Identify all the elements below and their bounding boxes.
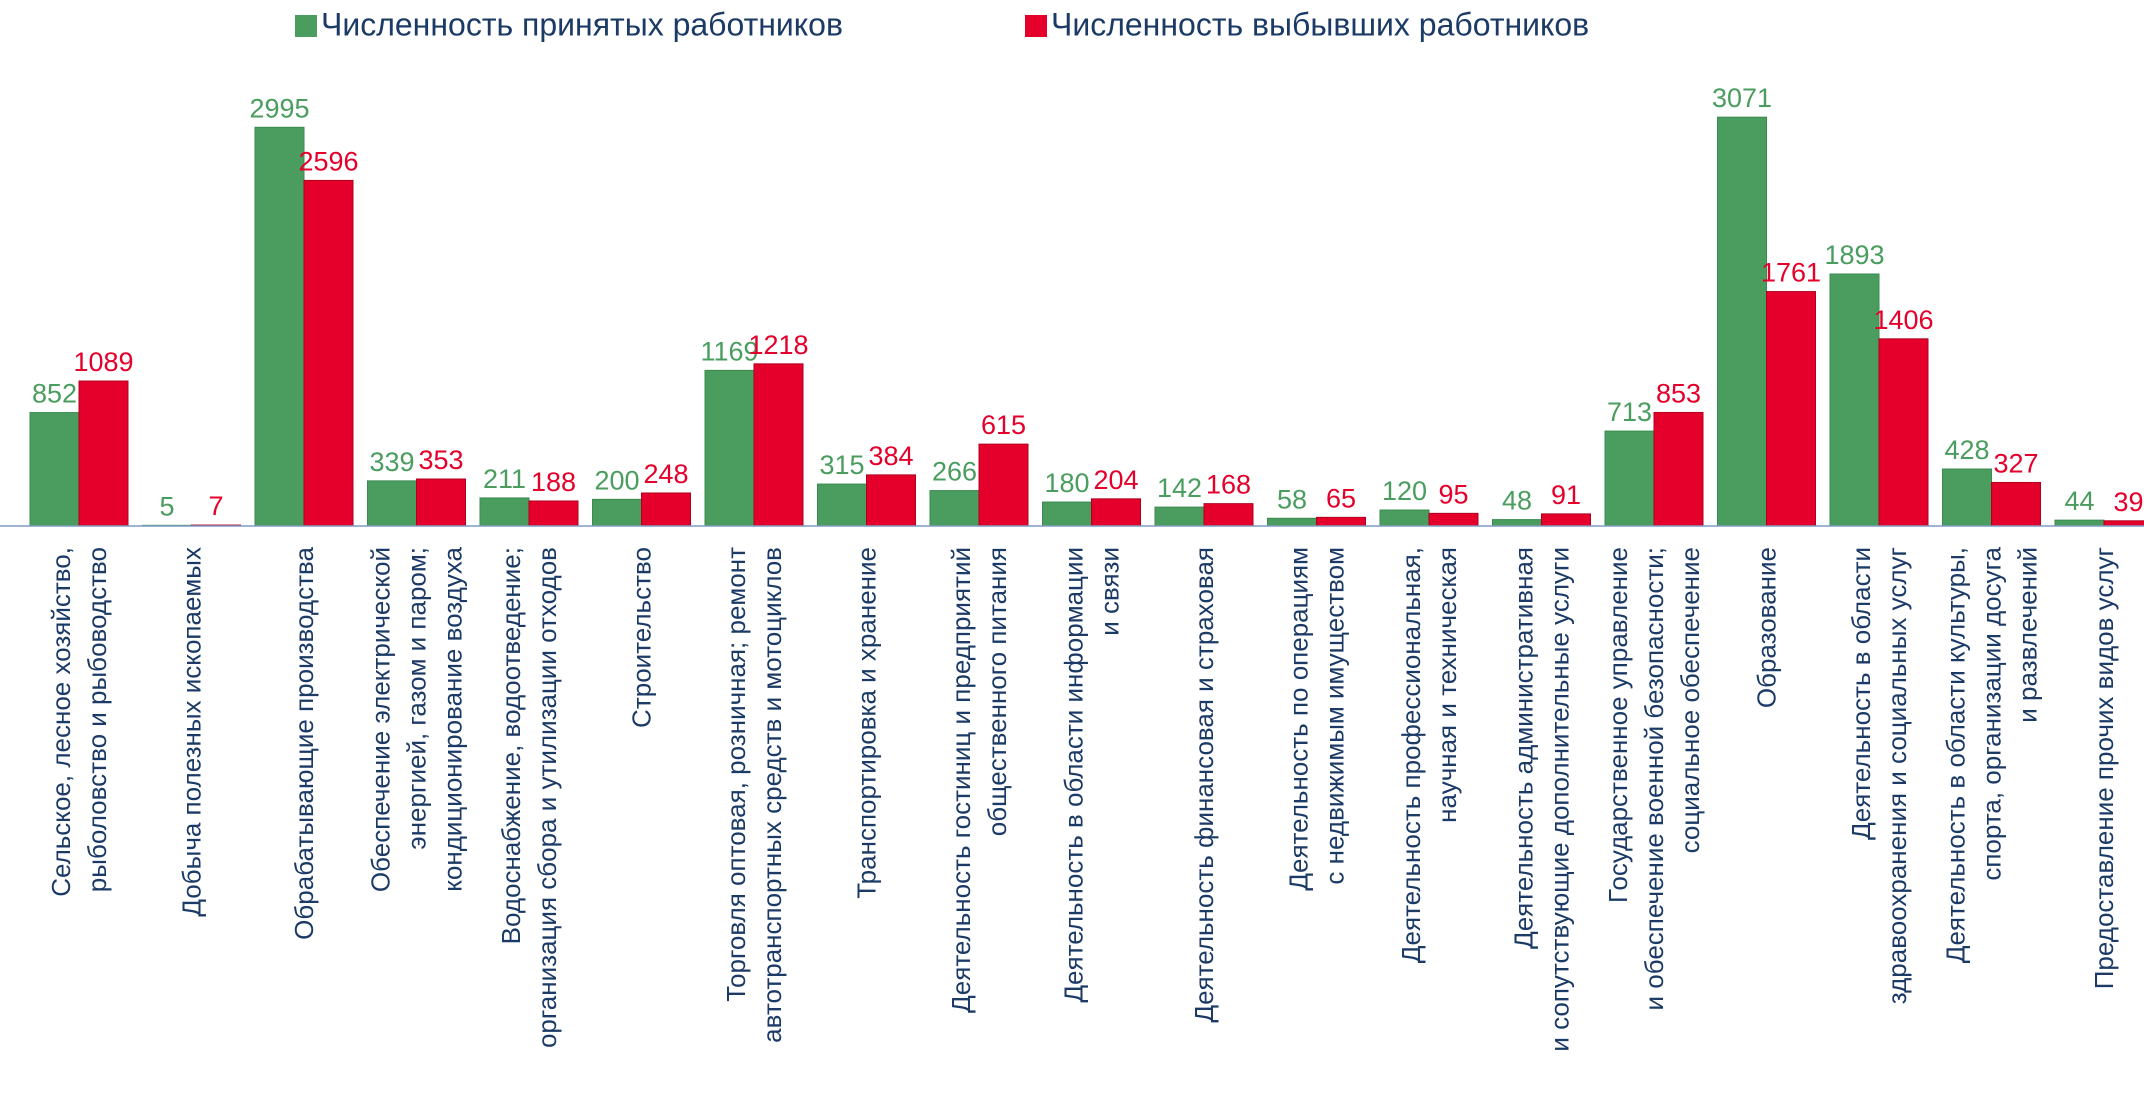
value-label: 852 (32, 379, 77, 409)
value-label: 353 (418, 445, 463, 475)
bar (2054, 519, 2105, 527)
bar (2103, 520, 2144, 527)
bar (254, 126, 305, 527)
bar (1492, 519, 1542, 527)
value-label: 200 (594, 465, 639, 495)
bar (1042, 501, 1092, 527)
legend-swatch (295, 15, 317, 37)
value-label: 339 (369, 447, 414, 477)
value-label: 1218 (748, 330, 808, 360)
value-label: 2596 (298, 146, 358, 176)
bar (1154, 506, 1205, 527)
value-label: 315 (819, 450, 864, 480)
x-tick-label: Строительство (626, 547, 657, 728)
x-tick-label: Деятельность в области здравоохранения и… (1846, 547, 1912, 1005)
value-label: 58 (1277, 484, 1307, 514)
bar (817, 483, 867, 527)
x-tick-label: Деятельность в области культуры, спорта,… (1940, 547, 2043, 964)
bar (1379, 509, 1430, 527)
bar (416, 478, 466, 527)
bar (1878, 338, 1929, 527)
bar (753, 363, 804, 527)
value-label: 327 (1993, 448, 2038, 478)
value-label: 95 (1438, 479, 1468, 509)
value-label: 615 (981, 410, 1026, 440)
bar (929, 490, 980, 527)
x-tick-label: Деятельность по операциям с недвижимым и… (1283, 547, 1350, 891)
value-label: 180 (1044, 468, 1089, 498)
legend-label: Численность выбывших работников (1051, 6, 1589, 42)
x-tick-label: Деятельность в области информации и связ… (1058, 547, 1125, 1003)
bar (1267, 517, 1317, 527)
value-label: 713 (1607, 397, 1652, 427)
value-label: 1406 (1873, 305, 1933, 335)
bar (1428, 512, 1479, 527)
value-label: 853 (1656, 378, 1701, 408)
bar (1717, 116, 1767, 527)
bar (1991, 481, 2041, 527)
bar (592, 498, 642, 527)
bar (1091, 498, 1141, 527)
bar (303, 179, 354, 527)
bar (641, 492, 691, 527)
bar (1541, 513, 1591, 527)
bar (78, 380, 129, 527)
x-tick-label: Водоснабжение, водоотведение; организаци… (496, 547, 562, 1049)
value-label: 44 (2064, 486, 2094, 516)
value-label: 188 (531, 467, 576, 497)
x-tick-label: Государственное управление и обеспечение… (1603, 547, 1705, 1011)
value-label: 2995 (249, 93, 309, 123)
bar (1604, 430, 1655, 527)
bar (367, 480, 417, 527)
value-label: 91 (1551, 480, 1581, 510)
x-tick-label: Деятельность гостиниц и предприятий обще… (946, 547, 1012, 1013)
value-label: 39 (2113, 487, 2143, 517)
x-tick-label: Торговля оптовая, розничная; ремонт авто… (721, 547, 787, 1043)
value-label: 120 (1382, 476, 1427, 506)
x-tick-label: Предоставление прочих видов услуг (2089, 547, 2119, 990)
value-label: 5 (159, 491, 174, 521)
value-label: 248 (643, 459, 688, 489)
value-label: 1761 (1761, 258, 1821, 288)
legend-swatch (1025, 15, 1047, 37)
value-label: 48 (1502, 486, 1532, 516)
x-tick-label: Транспортировка и хранение (851, 547, 882, 899)
x-tick-label: Обеспечение электрической энергией, газо… (365, 547, 468, 893)
x-tick-label: Образование (1751, 547, 1782, 709)
x-tick-label: Обрабатывающие производства (289, 547, 319, 940)
x-tick-label: Деятельность профессиональная, научная и… (1396, 547, 1462, 964)
bar (1942, 468, 1992, 527)
x-tick-label: Сельское, лесное хозяйство, рыболовство … (46, 547, 112, 897)
x-tick-label: Деятельность финансовая и страховая (1189, 547, 1219, 1023)
bar (29, 412, 80, 527)
bar (866, 474, 916, 527)
value-label: 211 (483, 464, 526, 494)
value-label: 428 (1944, 435, 1989, 465)
value-label: 7 (208, 491, 223, 521)
bar (1203, 503, 1254, 527)
bar (1316, 516, 1366, 527)
bar (1829, 273, 1880, 527)
legend-label: Численность принятых работников (321, 6, 843, 42)
value-label: 204 (1093, 465, 1138, 495)
value-label: 168 (1206, 470, 1251, 500)
x-tick-label: Деятельность административная и сопутств… (1508, 547, 1575, 1052)
bar (1766, 291, 1816, 527)
bar (1653, 411, 1704, 527)
bar (704, 369, 755, 527)
value-label: 1169 (700, 336, 758, 366)
x-tick-label: Добыча полезных ископаемых (176, 547, 207, 917)
bar (479, 497, 530, 527)
value-label: 1089 (73, 347, 133, 377)
value-label: 266 (932, 457, 977, 487)
bar (528, 500, 579, 527)
value-label: 142 (1157, 473, 1202, 503)
value-label: 1893 (1824, 240, 1884, 270)
value-label: 65 (1326, 483, 1356, 513)
value-label: 3071 (1712, 83, 1772, 113)
value-label: 384 (868, 441, 913, 471)
bar (978, 443, 1029, 527)
